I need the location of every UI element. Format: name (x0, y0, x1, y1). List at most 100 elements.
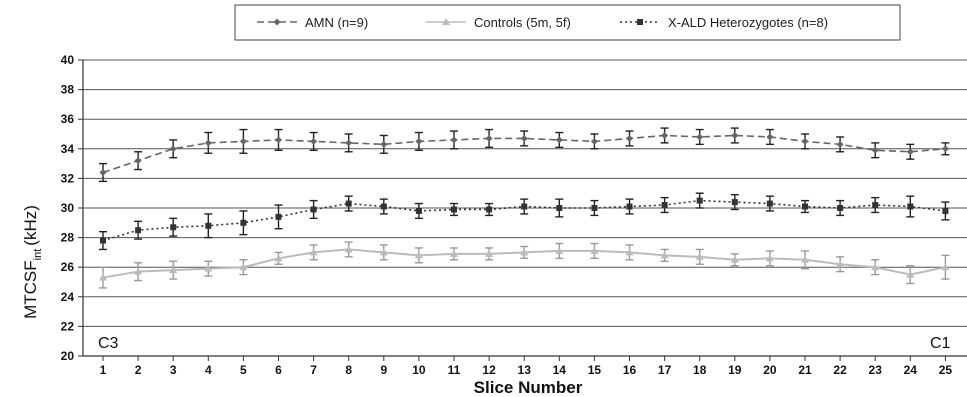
data-point (135, 157, 142, 164)
y-axis-label-unit: (kHz) (21, 205, 40, 246)
x-tick-label: 19 (728, 363, 742, 377)
data-point (802, 138, 809, 145)
data-point (696, 133, 703, 140)
data-point (451, 206, 457, 212)
x-tick-label: 7 (310, 363, 317, 377)
data-point (907, 204, 913, 210)
data-point (381, 204, 387, 210)
data-point (451, 136, 458, 143)
data-point (942, 145, 949, 152)
y-tick-label: 38 (61, 83, 75, 97)
data-point (872, 147, 879, 154)
y-axis-label: MTCSFint (kHz) (21, 205, 44, 319)
x-tick-label: 14 (553, 363, 567, 377)
data-point (416, 208, 422, 214)
data-point (556, 205, 562, 211)
x-tick-label: 1 (100, 363, 107, 377)
data-point (661, 132, 668, 139)
data-point (837, 141, 844, 148)
y-tick-label: 28 (61, 231, 75, 245)
data-point (907, 148, 914, 155)
x-tick-label: 9 (380, 363, 387, 377)
legend: AMN (n=9) Controls (5m, 5f) X-ALD Heterozy… (235, 5, 900, 40)
data-point (135, 227, 141, 233)
x-tick-label: 5 (240, 363, 247, 377)
data-point (627, 204, 633, 210)
series (99, 193, 949, 249)
tick-labels: 20222426283032343638401 2 3 4 5 6 7 8 9 10 11 12 13 1… (61, 53, 953, 377)
x-tick-label: 20 (763, 363, 777, 377)
data-point (802, 204, 808, 210)
x-tick-label: 23 (869, 363, 883, 377)
data-point (415, 138, 422, 145)
data-point (311, 206, 317, 212)
series (99, 128, 949, 181)
y-tick-label: 24 (61, 290, 75, 304)
x-tick-label: 21 (798, 363, 812, 377)
y-axis-label-main: MTCSF (21, 260, 40, 319)
data-point (240, 138, 247, 145)
data-point (380, 141, 387, 148)
x-tick-label: 6 (275, 363, 282, 377)
x-tick-label: 2 (135, 363, 142, 377)
data-point (732, 199, 738, 205)
x-tick-label: 22 (833, 363, 847, 377)
x-tick-label: 24 (904, 363, 918, 377)
data-point (626, 135, 633, 142)
x-tick-label: 3 (170, 363, 177, 377)
data-point (100, 169, 107, 176)
x-tick-label: 8 (345, 363, 352, 377)
x-tick-label: 15 (588, 363, 602, 377)
data-point (345, 139, 352, 146)
annotation-left: C3 (98, 335, 119, 352)
data-point (697, 198, 703, 204)
data-point (637, 19, 643, 25)
x-tick-label: 16 (623, 363, 637, 377)
data-point (766, 133, 773, 140)
y-tick-label: 20 (61, 349, 75, 363)
y-tick-label: 22 (61, 319, 75, 333)
x-tick-label: 17 (658, 363, 672, 377)
data-point (591, 205, 597, 211)
data-point (872, 202, 878, 208)
data-point (521, 204, 527, 210)
x-tick-label: 11 (448, 363, 461, 377)
y-tick-label: 26 (61, 260, 75, 274)
data-point (486, 135, 493, 142)
data-point (521, 135, 528, 142)
annotation-right: C1 (930, 335, 951, 352)
data-point (346, 201, 352, 207)
data-point (591, 138, 598, 145)
data-point (837, 205, 843, 211)
y-tick-label: 34 (61, 142, 75, 156)
x-axis-label: Slice Number (474, 378, 583, 397)
x-tick-label: 18 (693, 363, 707, 377)
data-point (310, 138, 317, 145)
y-axis-label-sub: int (32, 249, 44, 261)
data-point (662, 202, 668, 208)
y-tick-label: 32 (61, 171, 75, 185)
data-point (205, 223, 211, 229)
data-point (170, 145, 177, 152)
data-point (942, 208, 948, 214)
x-tick-label: 13 (518, 363, 532, 377)
data-point (100, 238, 106, 244)
x-tick-label: 4 (205, 363, 212, 377)
x-tick-label: 25 (939, 363, 953, 377)
legend-label: Controls (5m, 5f) (474, 15, 571, 30)
data-point (240, 220, 246, 226)
legend-label: AMN (n=9) (305, 15, 368, 30)
axes (78, 60, 967, 361)
data-point (767, 201, 773, 207)
x-tick-label: 10 (412, 363, 426, 377)
legend-label: X-ALD Heterozygotes (n=8) (668, 15, 828, 30)
data-point (205, 139, 212, 146)
series (99, 242, 949, 288)
y-tick-label: 36 (61, 112, 75, 126)
data-point (731, 132, 738, 139)
data-point (486, 206, 492, 212)
data-point (170, 224, 176, 230)
data-point (276, 214, 282, 220)
y-tick-label: 40 (61, 53, 75, 67)
